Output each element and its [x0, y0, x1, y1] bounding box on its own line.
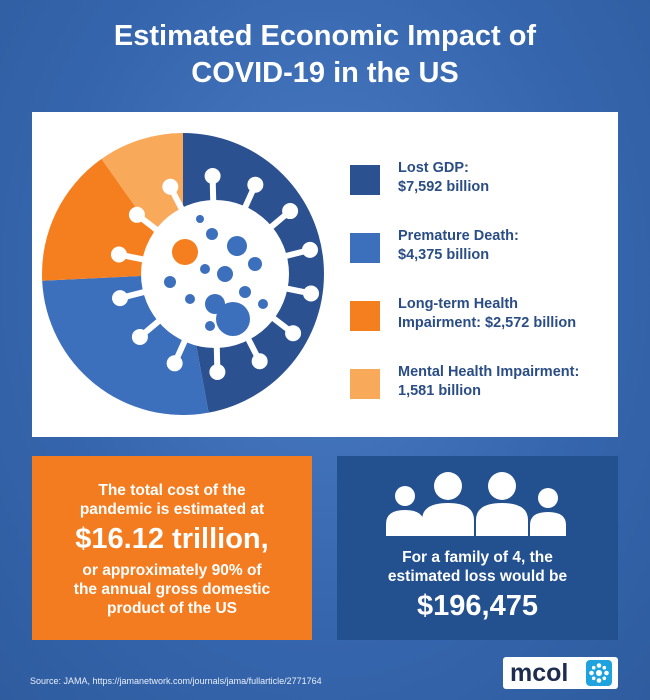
- legend-swatch-mental-health: [350, 369, 380, 399]
- page-title: Estimated Economic Impact of COVID-19 in…: [0, 18, 650, 92]
- legend-value-premature-death: $4,375 billion: [398, 247, 490, 263]
- legend-value-mental-health: 1,581 billion: [398, 383, 481, 399]
- legend-label-long-term-health: Long-term Health: [398, 296, 519, 312]
- pie-chart: [42, 133, 324, 415]
- family-of-four-icon: [386, 472, 566, 536]
- family-loss-line-1: For a family of 4, the: [402, 549, 553, 566]
- legend-swatch-premature-death: [350, 233, 380, 263]
- total-cost-line-1: The total cost of the: [98, 482, 246, 499]
- legend-item-premature-death: Premature Death: $4,375 billion: [350, 227, 620, 277]
- family-loss-amount: $196,475: [417, 590, 538, 622]
- total-cost-line-3: or approximately 90% of: [82, 562, 262, 579]
- title-line-1: Estimated Economic Impact of: [113, 20, 537, 52]
- legend-item-mental-health: Mental Health Impairment: 1,581 billion: [350, 363, 620, 413]
- total-cost-box: The total cost of the pandemic is estima…: [32, 456, 312, 640]
- legend-item-long-term-health: Long-term Health Impairment: $2,572 bill…: [350, 295, 620, 345]
- family-loss-line-2: estimated loss would be: [387, 568, 568, 585]
- legend-item-lost-gdp: Lost GDP: $7,592 billion: [350, 159, 620, 209]
- legend-swatch-lost-gdp: [350, 165, 380, 195]
- logo-text: mcol: [510, 659, 569, 687]
- legend-label-premature-death: Premature Death:: [398, 228, 519, 244]
- total-cost-line-2: pandemic is estimated at: [79, 501, 265, 518]
- legend-label-mental-health: Mental Health Impairment:: [398, 364, 580, 380]
- legend-value-lost-gdp: $7,592 billion: [398, 179, 490, 195]
- source-citation: Source: JAMA, https://jamanetwork.com/jo…: [30, 676, 322, 686]
- total-cost-line-5: product of the US: [106, 600, 238, 617]
- chart-panel: Lost GDP: $7,592 billion Premature Death…: [32, 112, 618, 437]
- mcol-logo: mcol: [503, 657, 618, 689]
- title-line-2: COVID-19 in the US: [191, 57, 459, 89]
- virus-icon: [110, 168, 320, 380]
- mcol-logo-icon: [586, 660, 612, 686]
- total-cost-amount: $16.12 trillion,: [75, 523, 269, 555]
- total-cost-line-4: the annual gross domestic: [73, 581, 271, 598]
- legend-value-long-term-health: Impairment: $2,572 billion: [398, 315, 577, 331]
- legend-swatch-long-term-health: [350, 301, 380, 331]
- legend-label-lost-gdp: Lost GDP:: [398, 160, 469, 176]
- family-loss-box: For a family of 4, the estimated loss wo…: [337, 456, 618, 640]
